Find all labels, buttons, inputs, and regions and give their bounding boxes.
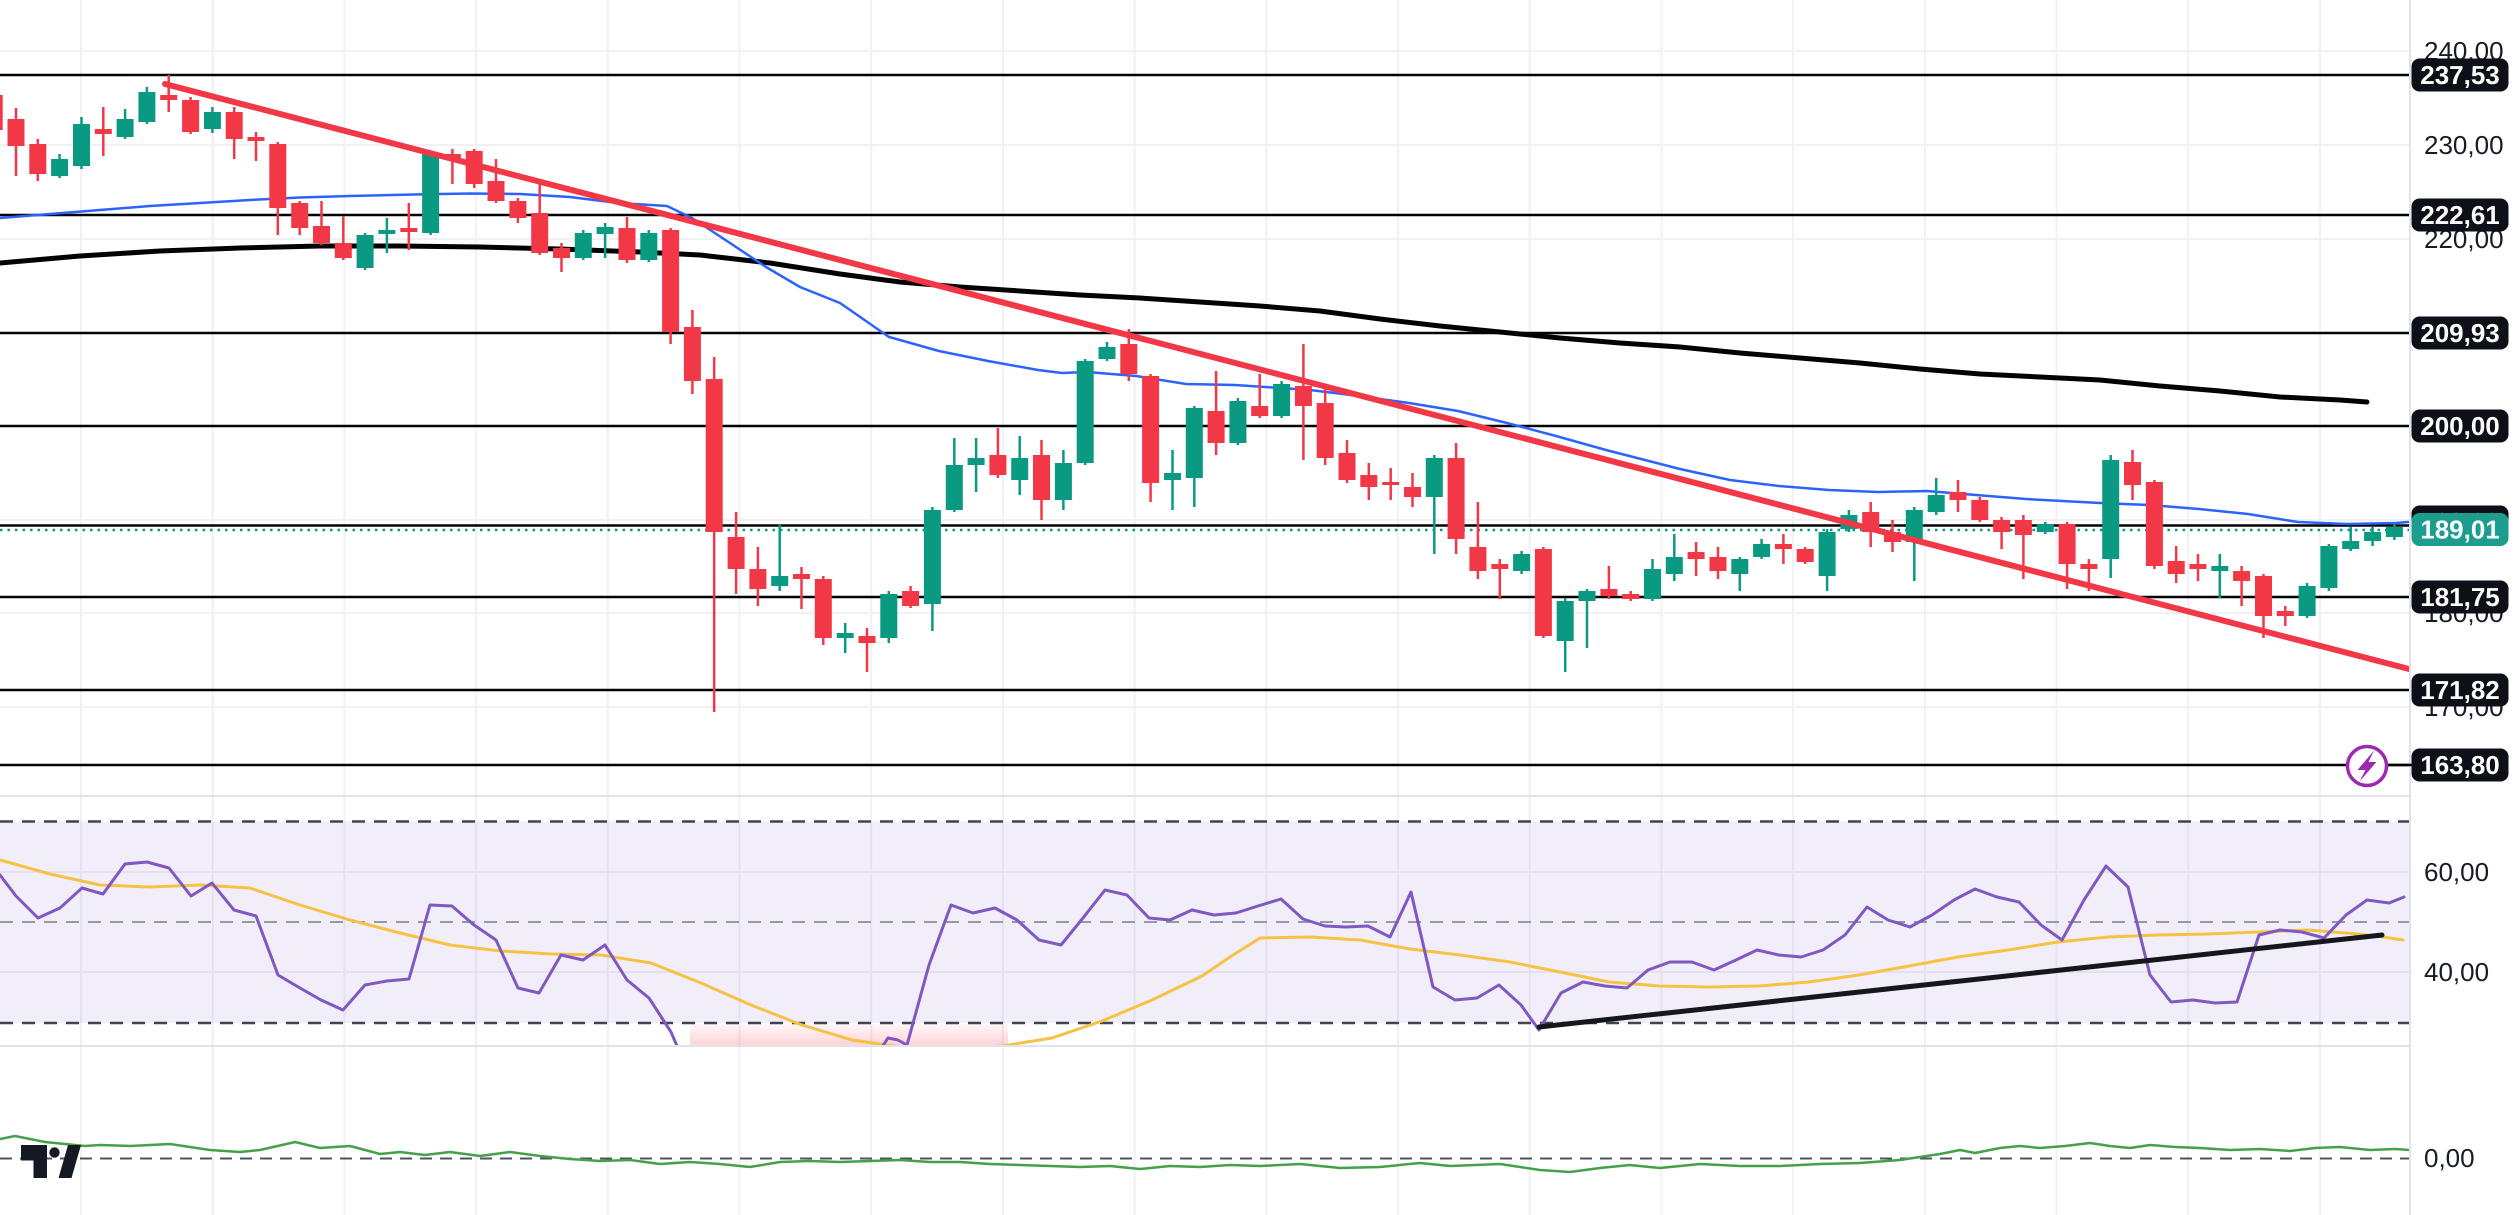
svg-text:181,75: 181,75 [2420,582,2500,612]
svg-text:40,00: 40,00 [2424,957,2489,987]
svg-text:222,61: 222,61 [2420,200,2500,230]
svg-text:0,00: 0,00 [2424,1143,2475,1173]
svg-text:163,80: 163,80 [2420,750,2500,780]
svg-text:200,00: 200,00 [2420,411,2500,441]
svg-text:209,93: 209,93 [2420,318,2500,348]
svg-text:171,82: 171,82 [2420,675,2500,705]
svg-text:189,01: 189,01 [2420,515,2500,545]
svg-text:60,00: 60,00 [2424,857,2489,887]
svg-text:237,53: 237,53 [2420,60,2500,90]
svg-text:230,00: 230,00 [2424,130,2504,160]
